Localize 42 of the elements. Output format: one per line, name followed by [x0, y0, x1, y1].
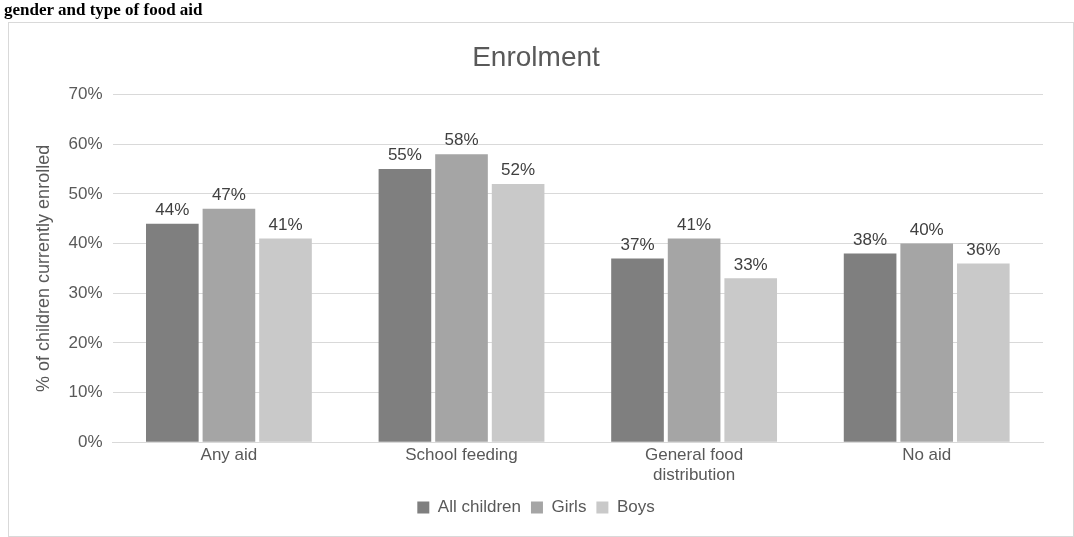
- data-label: 52%: [501, 160, 536, 180]
- y-tick-label: 40%: [68, 233, 103, 253]
- bar: [900, 243, 954, 442]
- bar: [724, 278, 778, 442]
- data-label: 41%: [268, 214, 303, 234]
- bar: [956, 263, 1010, 442]
- data-label: 44%: [155, 199, 190, 219]
- legend-label: Girls: [551, 497, 587, 517]
- data-label: 37%: [620, 234, 655, 254]
- bar: [378, 169, 432, 442]
- text: gender and type of food aid: [4, 0, 203, 20]
- legend-label: All children: [437, 497, 521, 517]
- y-tick-label: 10%: [68, 382, 103, 402]
- data-label: 36%: [966, 239, 1001, 259]
- data-label: 58%: [444, 130, 479, 150]
- x-tick-label: School feeding: [405, 445, 518, 465]
- bar: [146, 223, 199, 442]
- x-tick-label: Any aid: [200, 445, 258, 465]
- bar: [611, 258, 664, 442]
- y-tick-label: 0%: [78, 431, 103, 451]
- data-label: 40%: [909, 219, 944, 239]
- y-tick-label: 50%: [68, 183, 103, 203]
- legend-label: Boys: [616, 497, 655, 517]
- x-tick-label: General food distribution: [644, 445, 744, 485]
- y-tick-label: 20%: [68, 332, 103, 352]
- bar: [259, 238, 312, 442]
- chart-title: Enrolment: [472, 40, 601, 72]
- y-tick-label: 30%: [68, 282, 103, 302]
- bar: [202, 208, 256, 442]
- data-label: 55%: [387, 145, 422, 165]
- bar: [491, 183, 545, 442]
- y-tick-label: 70%: [68, 84, 103, 104]
- data-label: 33%: [733, 254, 768, 274]
- bar: [435, 154, 488, 442]
- x-tick-label: No aid: [902, 445, 952, 465]
- bar: [667, 238, 721, 442]
- y-tick-label: 60%: [68, 133, 103, 153]
- bar: [843, 253, 897, 442]
- y-axis-title: % of children currently enrolled: [32, 144, 53, 392]
- data-label: 41%: [677, 214, 712, 234]
- data-label: 38%: [853, 229, 888, 249]
- data-label: 47%: [211, 185, 246, 204]
